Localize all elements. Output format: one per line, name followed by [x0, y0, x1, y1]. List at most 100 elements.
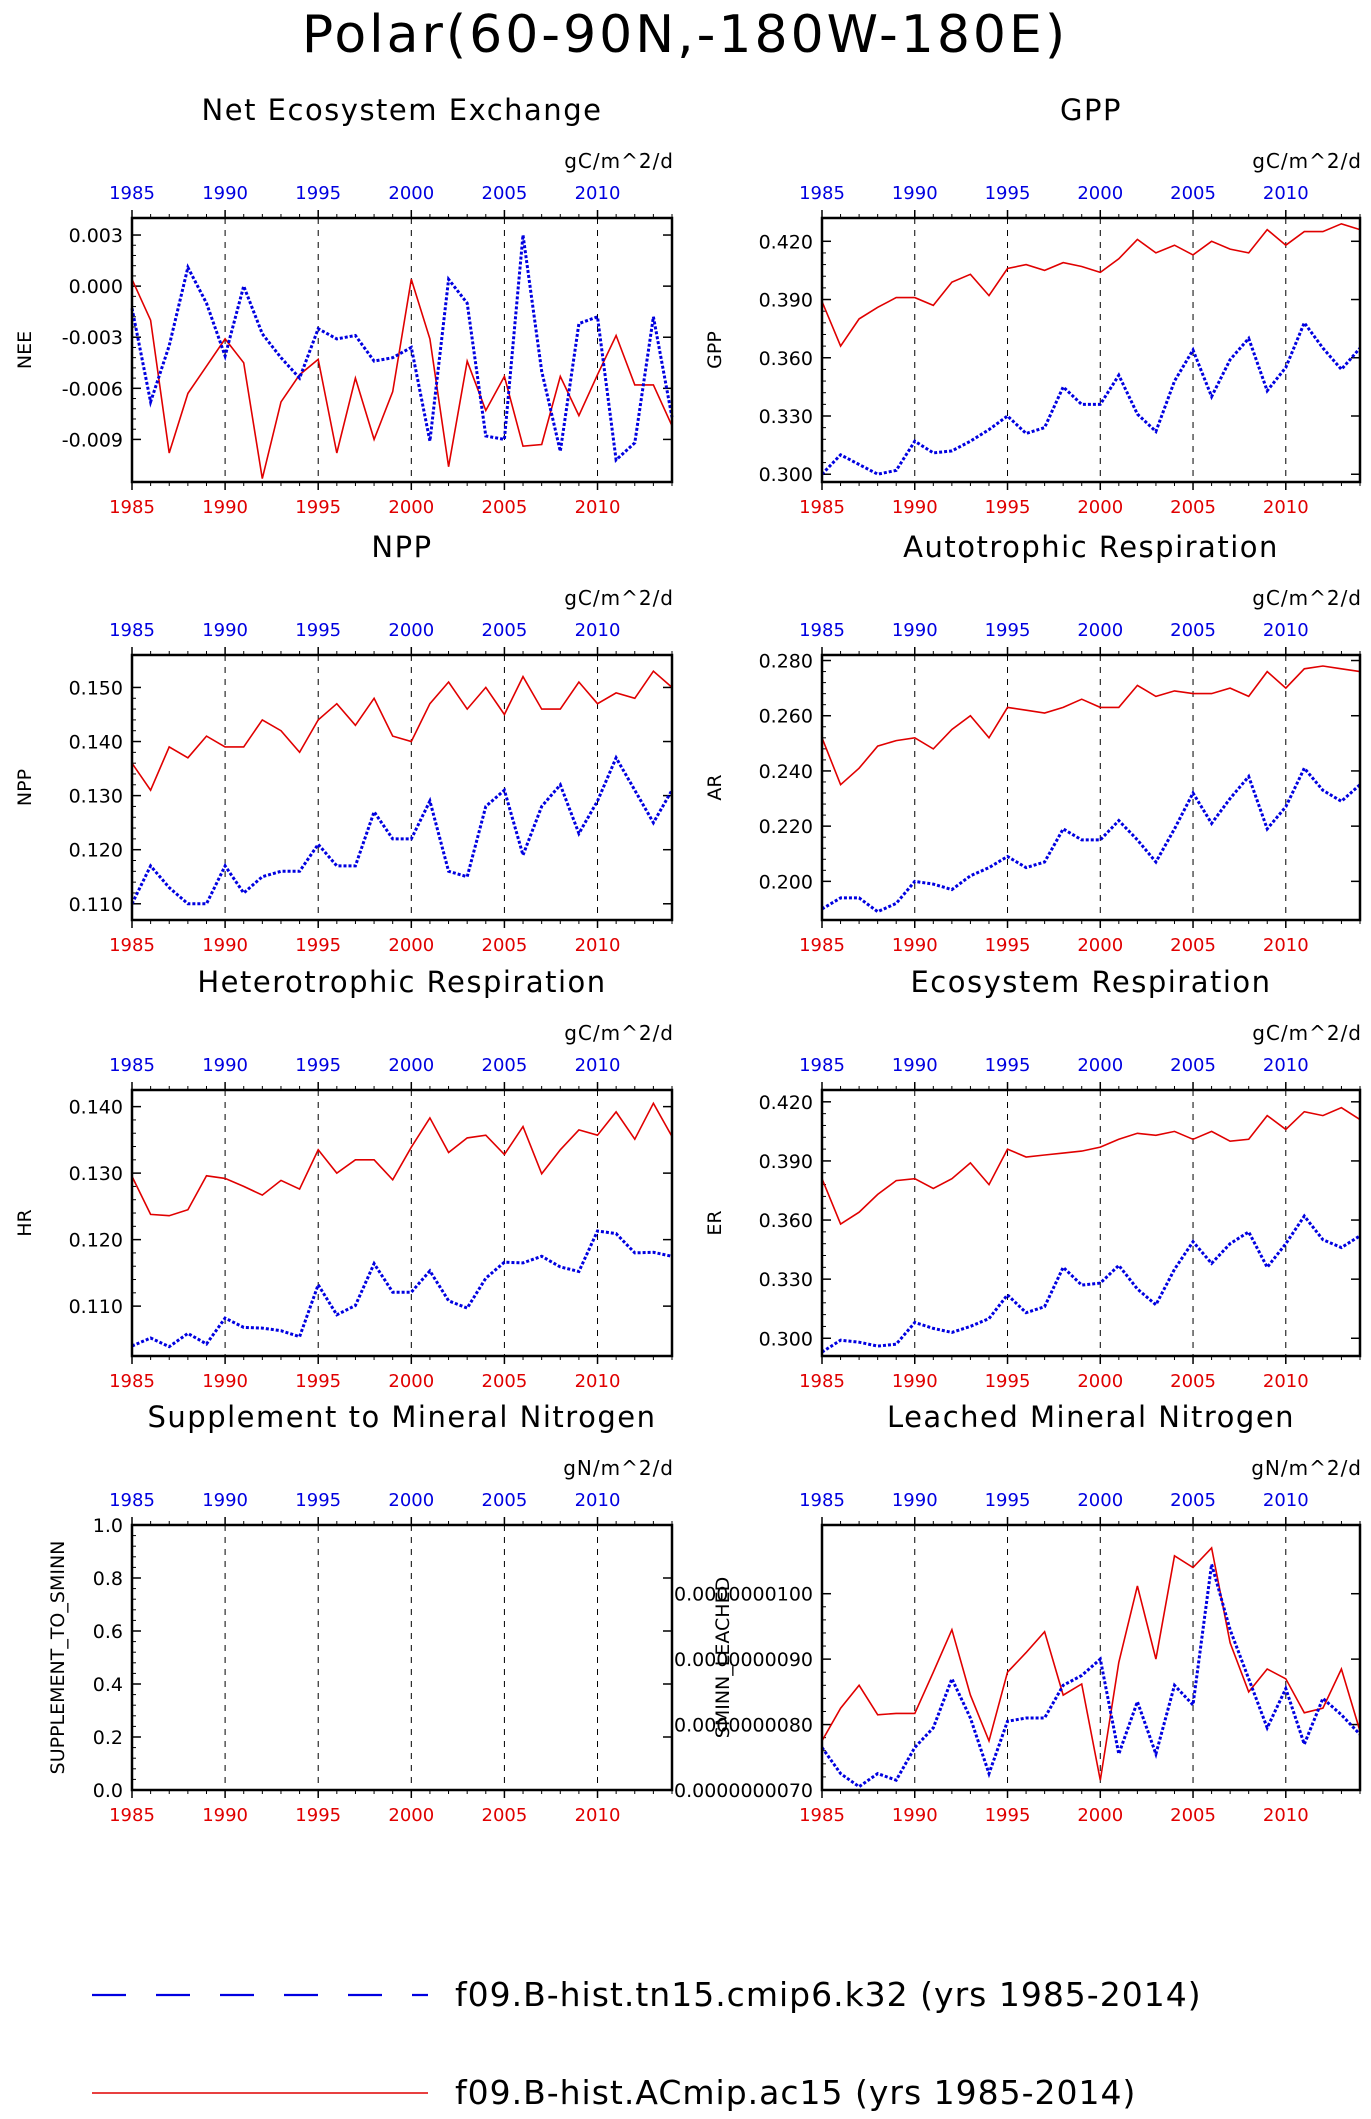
y-axis-label: ER — [704, 1210, 726, 1235]
y-tick-label: 0.240 — [759, 761, 813, 783]
x-tick-label-top: 1990 — [892, 1055, 938, 1076]
y-tick-label: 0.220 — [759, 816, 813, 838]
x-tick-label-bottom: 1995 — [985, 1805, 1031, 1826]
x-tick-label-top: 2000 — [1077, 183, 1123, 204]
x-tick-label-bottom: 1990 — [202, 935, 248, 956]
y-tick-label: 0.4 — [93, 1674, 123, 1696]
x-tick-label-bottom: 1990 — [892, 935, 938, 956]
x-tick-label-top: 2000 — [388, 1055, 434, 1076]
y-tick-label: 0.330 — [759, 1269, 813, 1291]
series-line-red — [131, 670, 673, 792]
x-tick-label-top: 2005 — [482, 1055, 528, 1076]
y-tick-label: 0.300 — [759, 464, 813, 486]
x-tick-label-bottom: 1985 — [799, 1371, 845, 1392]
series-line-blue — [131, 1229, 673, 1349]
series-line-blue — [821, 1213, 1361, 1354]
units-label: gC/m^2/d — [564, 1021, 674, 1045]
x-tick-label-top: 1985 — [799, 620, 845, 641]
x-tick-label-bottom: 1985 — [109, 497, 155, 518]
units-label: gN/m^2/d — [1251, 1456, 1362, 1480]
series-line-red — [821, 665, 1361, 787]
x-tick-label-bottom: 1990 — [892, 1371, 938, 1392]
y-tick-label: 0.0000000080 — [674, 1715, 813, 1737]
x-tick-label-top: 1990 — [202, 1490, 248, 1511]
x-tick-label-top: 1995 — [985, 1490, 1031, 1511]
x-tick-label-top: 1995 — [985, 183, 1031, 204]
x-tick-label-bottom: 2010 — [1263, 935, 1309, 956]
panel-title: Leached Mineral Nitrogen — [887, 1400, 1295, 1434]
x-tick-label-bottom: 1990 — [202, 1371, 248, 1392]
figure-title: Polar(60-90N,-180W-180E) — [302, 5, 1068, 65]
y-axis-label: NEE — [14, 331, 36, 369]
x-tick-label-bottom: 2005 — [1170, 497, 1216, 518]
plot-frame — [130, 1088, 674, 1358]
x-tick-label-top: 1985 — [109, 620, 155, 641]
x-tick-label-top: 1985 — [109, 1490, 155, 1511]
x-tick-label-top: 2000 — [1077, 1055, 1123, 1076]
x-tick-label-bottom: 2000 — [1077, 935, 1123, 956]
y-axis-label: HR — [14, 1209, 36, 1237]
x-tick-label-top: 2005 — [482, 1490, 528, 1511]
x-tick-label-bottom: 1985 — [109, 1805, 155, 1826]
x-tick-label-bottom: 1985 — [109, 1371, 155, 1392]
y-tick-label: -0.009 — [62, 429, 123, 451]
y-tick-label: 0.110 — [69, 894, 123, 916]
x-tick-label-top: 2000 — [1077, 620, 1123, 641]
panel-title: Supplement to Mineral Nitrogen — [148, 1400, 657, 1434]
x-tick-label-bottom: 1995 — [985, 935, 1031, 956]
x-tick-label-bottom: 2005 — [482, 935, 528, 956]
panel-title: Autotrophic Respiration — [903, 530, 1279, 564]
x-tick-label-bottom: 2010 — [575, 1805, 621, 1826]
x-tick-label-top: 2000 — [388, 620, 434, 641]
y-tick-label: 0.130 — [69, 1163, 123, 1185]
legend-label-blue: f09.B-hist.tn15.cmip6.k32 (yrs 1985-2014… — [455, 1975, 1202, 2014]
y-tick-label: 0.420 — [759, 231, 813, 253]
y-tick-label: 0.120 — [69, 1230, 123, 1252]
series-line-red — [131, 278, 673, 479]
x-tick-label-top: 1995 — [985, 1055, 1031, 1076]
panel-title: Net Ecosystem Exchange — [202, 93, 603, 127]
x-tick-label-top: 1995 — [985, 620, 1031, 641]
y-tick-label: 0.140 — [69, 732, 123, 754]
x-tick-label-bottom: 2010 — [1263, 1805, 1309, 1826]
plot-frame — [820, 653, 1362, 922]
chart-panel: Net Ecosystem Exchange gC/m^2/d 1985 1985 19… — [14, 93, 674, 518]
y-tick-label: 0.0 — [93, 1780, 123, 1802]
chart-panel: Heterotrophic Respiration gC/m^2/d 1985 198… — [14, 965, 674, 1392]
series-line-red — [821, 1106, 1361, 1226]
series-line-red — [821, 1546, 1361, 1781]
x-tick-label-top: 1985 — [799, 1490, 845, 1511]
units-label: gN/m^2/d — [563, 1456, 674, 1480]
x-tick-label-top: 2005 — [1170, 1055, 1216, 1076]
x-tick-label-bottom: 1985 — [109, 935, 155, 956]
y-tick-label: 0.360 — [759, 1210, 813, 1232]
x-tick-label-top: 1990 — [892, 620, 938, 641]
x-tick-label-top: 2005 — [482, 620, 528, 641]
x-tick-label-top: 2000 — [1077, 1490, 1123, 1511]
y-tick-label: 0.0000000100 — [674, 1584, 813, 1606]
y-tick-label: 0.120 — [69, 840, 123, 862]
y-tick-label: 0.003 — [69, 225, 123, 247]
x-tick-label-bottom: 2000 — [388, 1371, 434, 1392]
plot-frame — [820, 1088, 1362, 1358]
x-tick-label-bottom: 1990 — [202, 497, 248, 518]
series-line-blue — [820, 319, 1362, 476]
x-tick-label-top: 1990 — [892, 1490, 938, 1511]
y-tick-label: 0.330 — [759, 406, 813, 428]
chart-panel: Leached Mineral Nitrogen gN/m^2/d 1985 1985… — [674, 1400, 1362, 1826]
units-label: gC/m^2/d — [1252, 586, 1362, 610]
y-axis-label: NPP — [14, 769, 36, 806]
x-tick-label-bottom: 2010 — [575, 1371, 621, 1392]
x-tick-label-bottom: 2000 — [388, 935, 434, 956]
chart-panel: GPP gC/m^2/d 1985 1985 1990 1990 1995 1995 2000 2… — [704, 93, 1362, 518]
y-tick-label: 0.000 — [69, 276, 123, 298]
x-tick-label-bottom: 2010 — [1263, 497, 1309, 518]
series-line-blue — [821, 765, 1361, 914]
chart-panel: Autotrophic Respiration gC/m^2/d 1985 1985 1… — [704, 530, 1362, 956]
units-label: gC/m^2/d — [564, 586, 674, 610]
x-tick-label-bottom: 2000 — [388, 1805, 434, 1826]
plot-frame — [820, 216, 1362, 484]
x-tick-label-bottom: 2005 — [1170, 1371, 1216, 1392]
x-tick-label-top: 1985 — [109, 1055, 155, 1076]
